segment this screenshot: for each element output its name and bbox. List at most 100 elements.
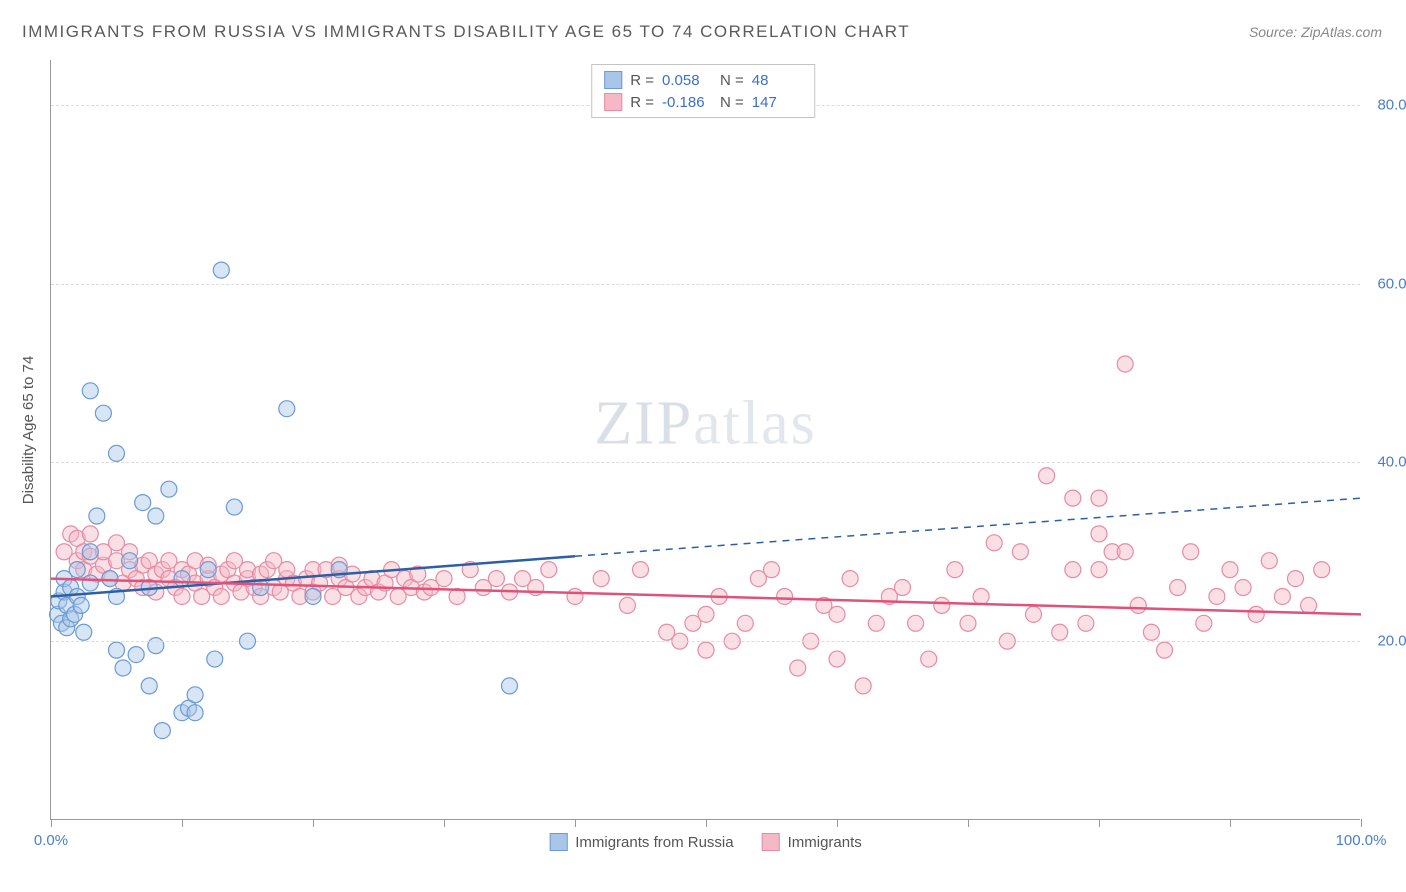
scatter-point [154,723,170,739]
scatter-point [76,624,92,640]
scatter-point [1170,580,1186,596]
scatter-point [1039,468,1055,484]
scatter-point [593,571,609,587]
n-label-2: N = [720,94,744,111]
ytick-label: 40.0% [1377,454,1406,471]
scatter-point [279,401,295,417]
n-value-immigrants: 147 [752,94,802,111]
scatter-point [128,647,144,663]
scatter-point [82,383,98,399]
legend-label-russia: Immigrants from Russia [575,834,733,851]
scatter-point [1012,544,1028,560]
scatter-point [908,615,924,631]
scatter-point [1183,544,1199,560]
plot-area: ZIPatlas Immigrants from Russia Immigran… [50,60,1360,820]
scatter-point [1196,615,1212,631]
swatch-immigrants-top [604,93,622,111]
xtick [1230,819,1231,827]
legend-bottom-russia: Immigrants from Russia [549,833,733,851]
scatter-point [161,481,177,497]
scatter-point [109,445,125,461]
scatter-point [829,606,845,622]
legend-top: R = 0.058 N = 48 R = -0.186 N = 147 [591,64,815,118]
xtick [706,819,707,827]
scatter-point [1065,562,1081,578]
scatter-point [1052,624,1068,640]
xtick-label: 100.0% [1336,832,1387,849]
legend-bottom-immigrants: Immigrants [762,833,862,851]
scatter-point [1248,606,1264,622]
r-label-2: R = [630,94,654,111]
scatter-point [95,405,111,421]
scatter-point [921,651,937,667]
swatch-russia-top [604,71,622,89]
legend-row-immigrants: R = -0.186 N = 147 [604,91,802,113]
scatter-point [148,638,164,654]
scatter-point [89,508,105,524]
legend-row-russia: R = 0.058 N = 48 [604,69,802,91]
scatter-point [541,562,557,578]
swatch-immigrants [762,833,780,851]
scatter-point [777,588,793,604]
scatter-point [633,562,649,578]
scatter-point [436,571,452,587]
scatter-point [174,571,190,587]
scatter-point [73,597,89,613]
scatter-point [973,588,989,604]
xtick [1361,819,1362,827]
scatter-point [1143,624,1159,640]
gridline [51,284,1360,285]
swatch-russia [549,833,567,851]
scatter-point [934,597,950,613]
scatter-point [1091,490,1107,506]
y-axis-label: Disability Age 65 to 74 [20,356,37,504]
scatter-point [842,571,858,587]
r-value-immigrants: -0.186 [662,94,712,111]
ytick-label: 80.0% [1377,96,1406,113]
scatter-point [207,651,223,667]
scatter-point [1117,356,1133,372]
xtick [51,819,52,827]
scatter-point [895,580,911,596]
scatter-point [1026,606,1042,622]
xtick [444,819,445,827]
scatter-point [829,651,845,667]
ytick-label: 20.0% [1377,633,1406,650]
scatter-point [148,508,164,524]
scatter-point [213,588,229,604]
scatter-point [790,660,806,676]
scatter-point [226,499,242,515]
n-value-russia: 48 [752,72,802,89]
xtick [182,819,183,827]
legend-bottom: Immigrants from Russia Immigrants [549,833,862,851]
scatter-point [1288,571,1304,587]
scatter-point [135,495,151,511]
scatter-point [567,588,583,604]
scatter-point [698,606,714,622]
xtick [575,819,576,827]
r-value-russia: 0.058 [662,72,712,89]
scatter-point [737,615,753,631]
scatter-point [122,553,138,569]
scatter-point [868,615,884,631]
scatter-point [986,535,1002,551]
xtick [313,819,314,827]
scatter-point [174,588,190,604]
scatter-point [1274,588,1290,604]
chart-svg [51,60,1360,819]
n-label: N = [720,72,744,89]
scatter-point [1314,562,1330,578]
r-label: R = [630,72,654,89]
scatter-point [619,597,635,613]
scatter-point [115,660,131,676]
chart-title: IMMIGRANTS FROM RUSSIA VS IMMIGRANTS DIS… [22,22,910,42]
gridline [51,462,1360,463]
scatter-point [102,571,118,587]
scatter-point [1117,544,1133,560]
scatter-point [1065,490,1081,506]
scatter-point [1091,562,1107,578]
scatter-point [1301,597,1317,613]
scatter-point [1091,526,1107,542]
scatter-point [1157,642,1173,658]
scatter-point [488,571,504,587]
